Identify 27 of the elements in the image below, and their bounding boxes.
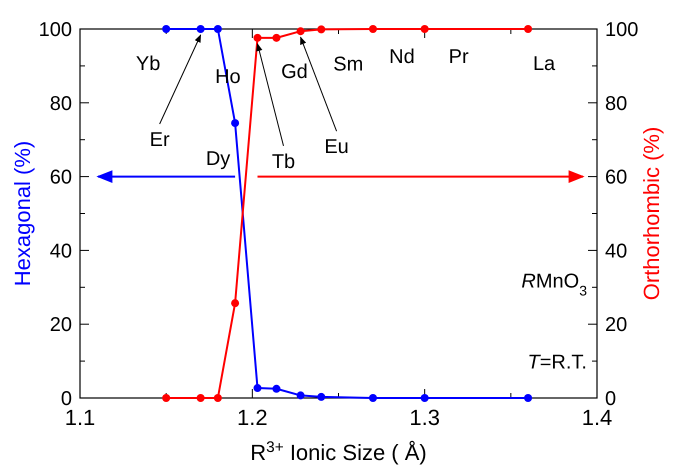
annotation: Nd xyxy=(389,46,415,68)
annotation: Sm xyxy=(333,53,364,76)
x-tick-label: 1.2 xyxy=(237,405,268,430)
annotation: Yb xyxy=(136,53,160,75)
x-tick-label: 1.3 xyxy=(409,405,440,430)
x-axis-title: R$^{3+}$ Ionic Size ( Å) xyxy=(250,438,427,465)
y2-tick-label: 40 xyxy=(605,240,628,262)
annotation: Pr xyxy=(448,46,470,68)
annotation: Dy xyxy=(206,148,230,170)
annotation: RMnO$_{3}$ xyxy=(521,270,588,298)
y2-tick-label: 60 xyxy=(605,166,628,189)
y2-tick-label: 100 xyxy=(605,19,638,41)
y-tick-label: 20 xyxy=(50,314,72,336)
annotation: La xyxy=(532,53,556,75)
y2-tick-label: 80 xyxy=(605,92,628,115)
y-tick-label: 60 xyxy=(50,166,72,189)
y2-tick-label: 20 xyxy=(605,314,628,336)
y-tick-label: 80 xyxy=(50,92,72,115)
y2-axis-title: Orthorhombic (%) xyxy=(639,126,664,300)
y-tick-label: 40 xyxy=(50,240,72,262)
annotation: Eu xyxy=(324,136,349,158)
y-axis-title: Hexagonal (%) xyxy=(10,140,35,286)
annotation: Gd xyxy=(281,60,308,83)
annotation: Er xyxy=(150,129,170,151)
annotation: T=R.T. xyxy=(528,351,587,374)
y-tick-label: 100 xyxy=(38,19,72,41)
annotation: Tb xyxy=(272,150,296,173)
